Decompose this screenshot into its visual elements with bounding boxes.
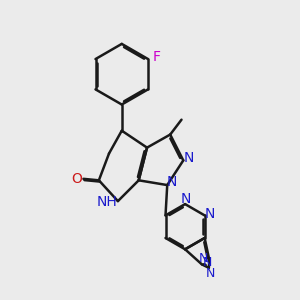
Text: N: N (206, 267, 215, 280)
Text: N: N (199, 252, 208, 265)
Text: F: F (153, 50, 161, 64)
Text: N: N (205, 207, 215, 221)
Text: N: N (181, 192, 191, 206)
Text: N: N (184, 151, 194, 165)
Text: N: N (167, 175, 177, 189)
Text: O: O (71, 172, 82, 186)
Text: N: N (203, 256, 212, 269)
Text: NH: NH (96, 195, 117, 209)
